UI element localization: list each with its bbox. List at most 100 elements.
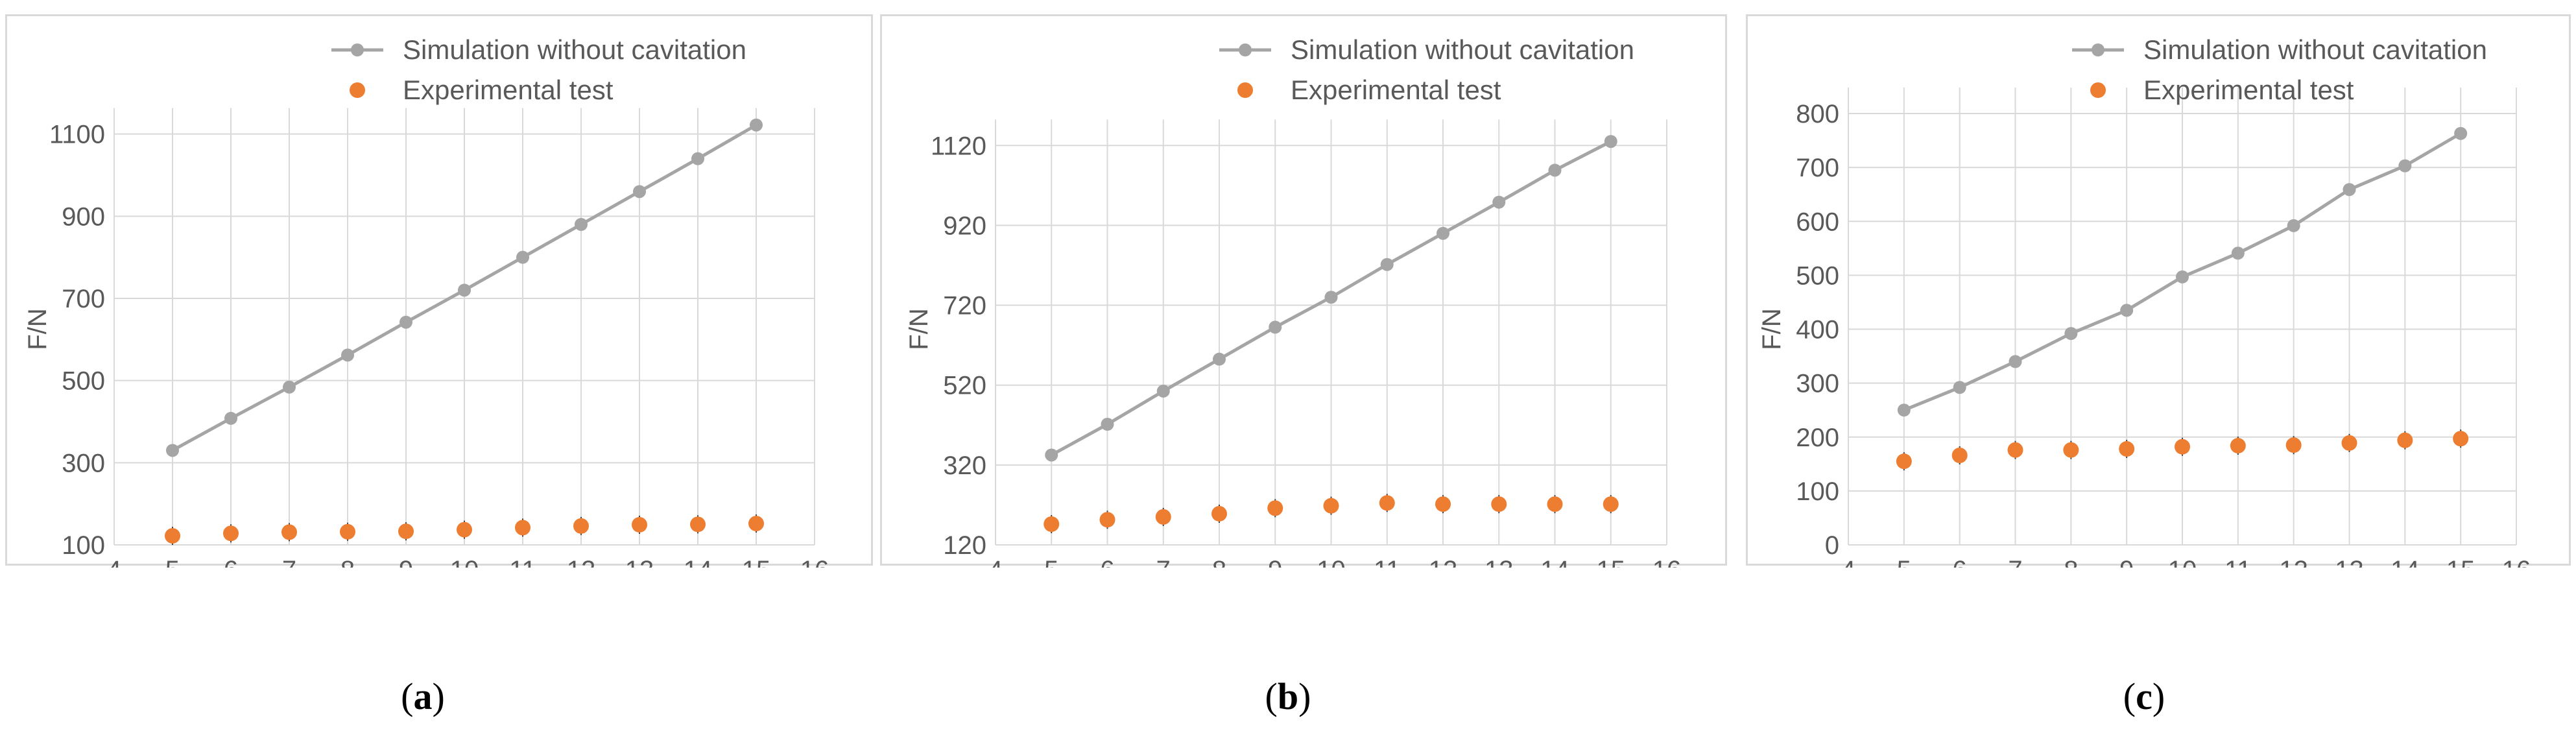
y-tick-label: 700: [62, 285, 105, 313]
y-tick-label: 800: [1796, 100, 1839, 128]
experimental-point: [2007, 442, 2023, 458]
y-axis-title: F/N: [905, 308, 933, 350]
experimental-point: [2230, 438, 2246, 454]
caption-c-letter: c: [2136, 675, 2153, 717]
simulation-point: [2009, 355, 2022, 368]
legend-label: Simulation without cavitation: [1291, 34, 1634, 65]
experimental-point: [2453, 431, 2469, 447]
experimental-point: [1951, 448, 1968, 464]
y-tick-label: 200: [1796, 424, 1839, 452]
x-tick-label: 12: [1429, 556, 1458, 568]
experimental-point: [1044, 516, 1060, 532]
x-tick-label: 14: [1540, 556, 1569, 568]
x-tick-label: 13: [625, 556, 654, 568]
experimental-point: [573, 518, 589, 534]
experimental-point: [1547, 496, 1563, 512]
experimental-point: [748, 516, 764, 532]
x-tick-label: 4: [988, 556, 1003, 568]
experimental-point: [1211, 505, 1227, 522]
experimental-point: [2175, 439, 2190, 455]
simulation-point: [1897, 403, 1911, 417]
simulation-point: [1953, 381, 1966, 394]
x-tick-label: 11: [1374, 556, 1401, 568]
y-tick-label: 520: [943, 372, 986, 400]
x-tick-label: 8: [340, 556, 355, 568]
x-tick-label: 7: [2008, 556, 2022, 568]
experimental-point: [1323, 498, 1339, 514]
y-tick-label: 120: [943, 531, 986, 560]
experimental-point: [223, 525, 239, 542]
y-tick-label: 1100: [49, 121, 105, 149]
x-tick-label: 5: [165, 556, 180, 568]
simulation-point: [283, 380, 296, 394]
x-tick-label: 10: [1317, 556, 1346, 568]
simulation-point: [2120, 304, 2134, 317]
chart-panel-b: 120320520720920112045678910111213141516P…: [880, 14, 1727, 568]
simulation-point: [1213, 352, 1226, 366]
experimental-point: [398, 523, 414, 540]
y-tick-label: 600: [1796, 208, 1839, 236]
y-tick-label: 720: [943, 292, 986, 320]
simulation-point: [1156, 384, 1170, 398]
y-tick-label: 100: [62, 531, 105, 560]
x-tick-label: 7: [282, 556, 296, 568]
legend-label: Simulation without cavitation: [403, 34, 746, 65]
y-tick-label: 320: [943, 451, 986, 480]
chart-panel-a: 100300500700900110045678910111213141516P…: [5, 14, 873, 568]
legend-marker: [1237, 82, 1253, 98]
experimental-point: [690, 516, 706, 533]
caption-a: (a): [401, 675, 445, 717]
legend-label: Experimental test: [2143, 75, 2354, 105]
experimental-point: [1603, 496, 1619, 512]
y-tick-label: 500: [1796, 261, 1839, 290]
x-tick-label: 6: [224, 556, 238, 568]
simulation-point: [2176, 270, 2189, 283]
legend-marker: [2090, 82, 2106, 98]
x-tick-label: 4: [1841, 556, 1855, 568]
legend-marker: [2092, 43, 2105, 56]
x-tick-label: 14: [2391, 556, 2420, 568]
y-axis-title: F/N: [1758, 308, 1786, 350]
simulation-point: [1380, 258, 1394, 271]
x-tick-label: 13: [2335, 556, 2364, 568]
x-tick-label: 5: [1897, 556, 1911, 568]
x-tick-label: 7: [1156, 556, 1171, 568]
experimental-point: [1435, 496, 1451, 512]
x-tick-label: 6: [1953, 556, 1967, 568]
simulation-point: [2454, 126, 2468, 140]
y-tick-label: 300: [1796, 370, 1839, 398]
experimental-point: [1491, 496, 1507, 512]
y-tick-label: 920: [943, 211, 986, 240]
y-axis-title: F/N: [23, 308, 52, 350]
simulation-point: [2231, 246, 2245, 260]
x-tick-label: 16: [2502, 556, 2531, 568]
y-tick-label: 100: [1796, 477, 1839, 506]
x-tick-label: 11: [2224, 556, 2252, 568]
experimental-point: [1099, 512, 1115, 528]
simulation-point: [516, 250, 529, 264]
chart-a-svg: 100300500700900110045678910111213141516P…: [23, 34, 829, 568]
x-tick-label: 16: [1652, 556, 1682, 568]
x-tick-label: 5: [1044, 556, 1058, 568]
y-tick-label: 400: [1796, 316, 1839, 344]
x-tick-label: 15: [2446, 556, 2475, 568]
experimental-point: [340, 523, 355, 540]
y-tick-label: 500: [62, 367, 105, 396]
caption-b: (b): [1265, 675, 1311, 717]
simulation-point: [750, 118, 763, 132]
x-tick-label: 16: [800, 556, 829, 568]
x-tick-label: 15: [1597, 556, 1626, 568]
caption-b-letter: b: [1277, 675, 1299, 717]
x-tick-label: 13: [1485, 556, 1514, 568]
x-tick-label: 8: [1212, 556, 1226, 568]
x-tick-label: 12: [2279, 556, 2308, 568]
experimental-point: [2285, 437, 2302, 453]
simulation-point: [1604, 135, 1617, 149]
experimental-point: [632, 516, 647, 533]
y-tick-label: 1120: [931, 132, 986, 160]
experimental-point: [1896, 453, 1912, 470]
simulation-point: [1101, 418, 1114, 431]
caption-c: (c): [2123, 675, 2165, 717]
experimental-point: [2119, 441, 2135, 457]
experimental-point: [281, 524, 297, 540]
